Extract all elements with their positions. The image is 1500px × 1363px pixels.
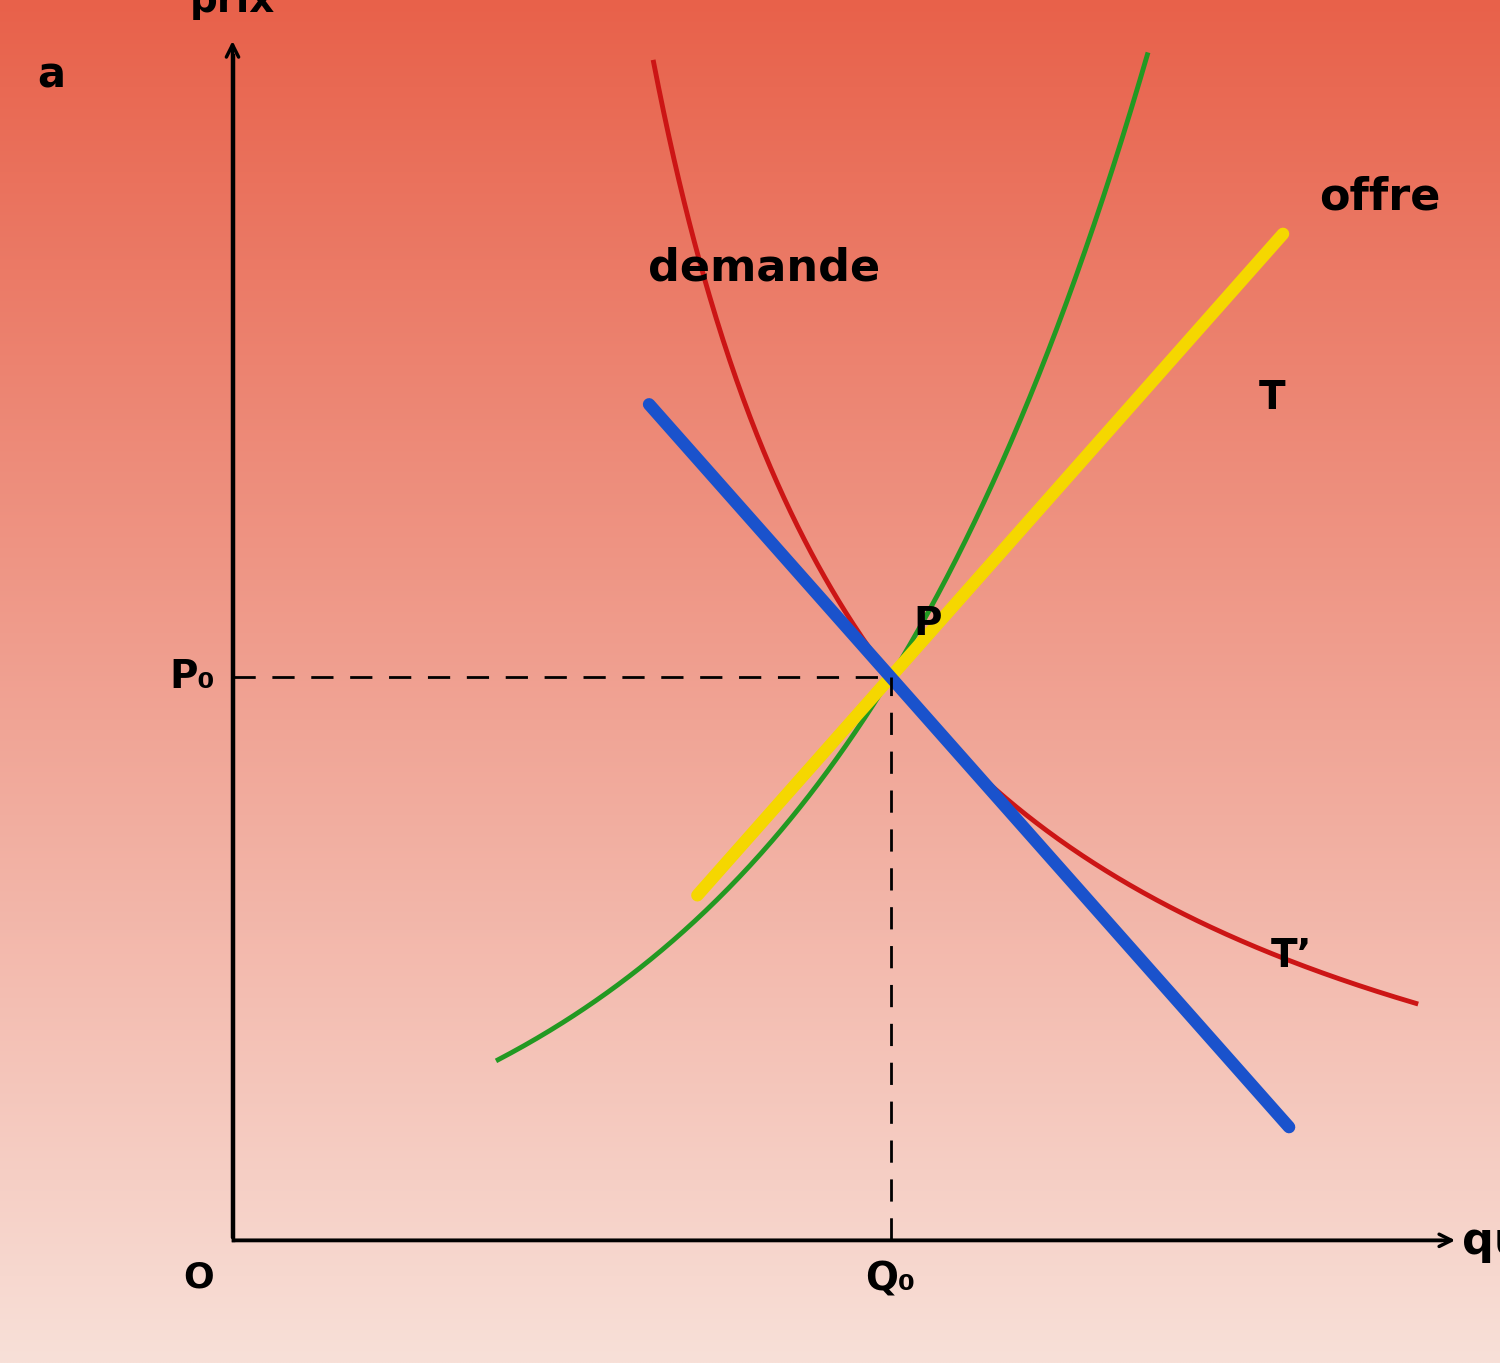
Text: offre: offre bbox=[1320, 176, 1440, 218]
Text: P₀: P₀ bbox=[170, 658, 214, 696]
Text: demande: demande bbox=[648, 247, 880, 289]
Text: Q₀: Q₀ bbox=[865, 1261, 915, 1299]
Text: O: O bbox=[183, 1261, 214, 1295]
Text: prix: prix bbox=[190, 0, 274, 20]
Text: a: a bbox=[38, 55, 66, 97]
Text: T: T bbox=[1258, 379, 1286, 417]
Text: P: P bbox=[914, 605, 942, 643]
Text: quantités: quantités bbox=[1462, 1217, 1500, 1264]
Text: T’: T’ bbox=[1270, 936, 1312, 975]
